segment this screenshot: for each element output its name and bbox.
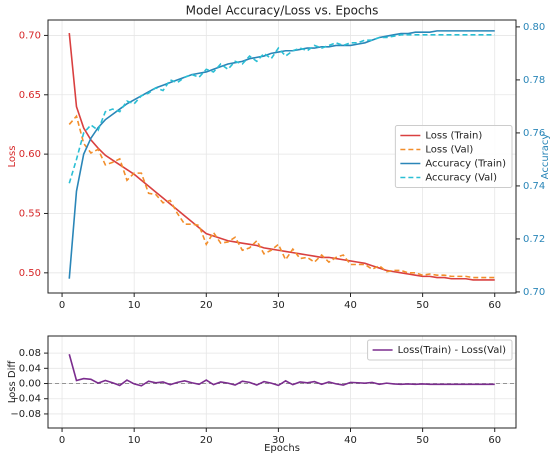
y-axis-label: Loss Diff bbox=[7, 360, 18, 404]
x-tick-label: 20 bbox=[200, 300, 213, 311]
legend-box bbox=[367, 339, 513, 361]
x-axis-label: Epochs bbox=[264, 443, 300, 453]
series-line bbox=[68, 354, 495, 387]
x-tick-label: 40 bbox=[344, 300, 357, 311]
y-tick-label: −0.08 bbox=[10, 409, 41, 420]
x-tick-label: 40 bbox=[344, 435, 357, 446]
y-tick-label: 0.50 bbox=[19, 268, 41, 279]
y-tick-label: 0.70 bbox=[19, 30, 41, 41]
subplot: 0 10 20 30 40 50 60 0.50 0.55 0.60 0.65 0.70 0.70 0.7… bbox=[7, 4, 551, 312]
y2-tick-label: 0.78 bbox=[523, 75, 545, 86]
legend-label: Loss (Val) bbox=[425, 145, 473, 156]
y2-tick-label: 0.74 bbox=[523, 181, 545, 192]
y-tick-label: 0.08 bbox=[19, 348, 41, 359]
x-tick-label: 10 bbox=[128, 435, 141, 446]
y2-tick-label: 0.72 bbox=[523, 234, 545, 245]
y2-tick-label: 0.70 bbox=[523, 287, 545, 298]
x-tick-label: 0 bbox=[59, 300, 65, 311]
x-tick-label: 20 bbox=[200, 435, 213, 446]
axes-frame bbox=[47, 19, 517, 294]
axes-frame bbox=[47, 335, 517, 429]
x-tick-label: 50 bbox=[416, 435, 429, 446]
legend-label: Loss(Train) - Loss(Val) bbox=[398, 345, 507, 356]
legend-box bbox=[394, 125, 513, 188]
series-line bbox=[68, 114, 495, 279]
y2-tick-label: 0.76 bbox=[523, 128, 545, 139]
y-tick-label: 0.55 bbox=[19, 208, 41, 219]
y-axis-label: Loss bbox=[7, 146, 18, 168]
y-tick-label: 0.00 bbox=[19, 379, 41, 390]
legend-label: Accuracy (Val) bbox=[425, 173, 497, 184]
subplot: 0 10 20 30 40 50 60 −0.08 −0.04 0.00 0.04 0.08 Epoch… bbox=[7, 335, 517, 453]
x-tick-label: 10 bbox=[128, 300, 141, 311]
x-tick-label: 0 bbox=[59, 435, 65, 446]
legend-label: Loss (Train) bbox=[425, 131, 482, 142]
legend: Loss (Train) Loss (Val) Accuracy (Train) Ac… bbox=[394, 125, 513, 188]
y2-tick-label: 0.80 bbox=[523, 22, 545, 33]
x-tick-label: 30 bbox=[272, 435, 285, 446]
y-tick-label: 0.04 bbox=[19, 363, 41, 374]
y2-axis-label: Accuracy bbox=[540, 134, 551, 180]
x-tick-label: 50 bbox=[416, 300, 429, 311]
x-tick-label: 60 bbox=[488, 300, 501, 311]
series-line bbox=[68, 34, 495, 184]
y-tick-label: −0.04 bbox=[10, 394, 41, 405]
legend: Loss(Train) - Loss(Val) bbox=[367, 339, 513, 361]
x-tick-label: 60 bbox=[488, 435, 501, 446]
chart-title: Model Accuracy/Loss vs. Epochs bbox=[186, 4, 379, 18]
x-tick-label: 30 bbox=[272, 300, 285, 311]
y-tick-label: 0.60 bbox=[19, 149, 41, 160]
legend-label: Accuracy (Train) bbox=[425, 159, 506, 170]
y-tick-label: 0.65 bbox=[19, 90, 41, 101]
